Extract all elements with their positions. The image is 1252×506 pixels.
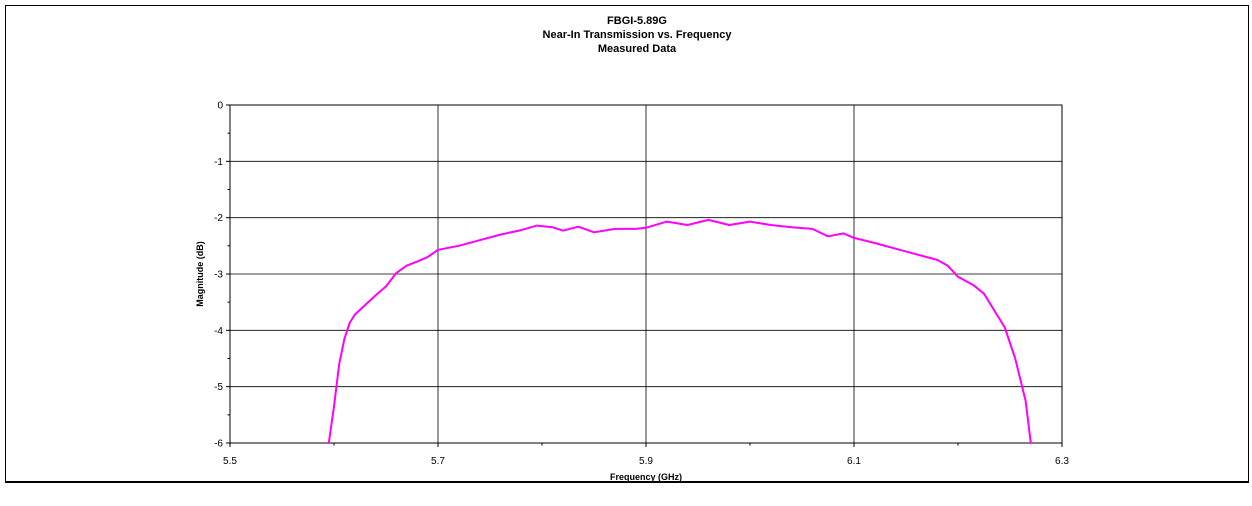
chart-title-line-2: Near-In Transmission vs. Frequency — [543, 29, 733, 41]
x-tick-label: 5.7 — [431, 456, 445, 467]
series-group — [327, 218, 1032, 444]
y-tick-label: 0 — [217, 101, 223, 112]
x-tick-label: 6.1 — [847, 456, 861, 467]
y-tick-label: -4 — [214, 326, 223, 337]
y-tick-label: -2 — [214, 213, 223, 224]
x-tick-label: 5.9 — [639, 456, 653, 467]
y-tick-label: -5 — [214, 382, 223, 393]
y-axis-label: Magnitude (dB) — [195, 241, 205, 307]
y-tick-label: -1 — [214, 157, 223, 168]
chart-frame: FBGI-5.89G Near-In Transmission vs. Freq… — [5, 5, 1249, 483]
y-tick-label: -3 — [214, 270, 223, 281]
series-line — [327, 218, 1032, 444]
y-axis: 0 -1 -2 -3 -4 -5 -6 — [214, 101, 230, 450]
chart-title-line-3: Measured Data — [598, 43, 677, 55]
chart-title: FBGI-5.89G Near-In Transmission vs. Freq… — [543, 15, 733, 55]
x-axis-label: Frequency (GHz) — [610, 472, 682, 482]
x-tick-label: 6.3 — [1055, 456, 1069, 467]
chart-svg: FBGI-5.89G Near-In Transmission vs. Freq… — [195, 15, 1069, 482]
x-axis: 5.5 5.7 5.9 6.1 6.3 — [223, 443, 1069, 467]
chart-title-line-1: FBGI-5.89G — [607, 15, 667, 27]
x-tick-label: 5.5 — [223, 456, 237, 467]
y-tick-label: -6 — [214, 439, 223, 450]
